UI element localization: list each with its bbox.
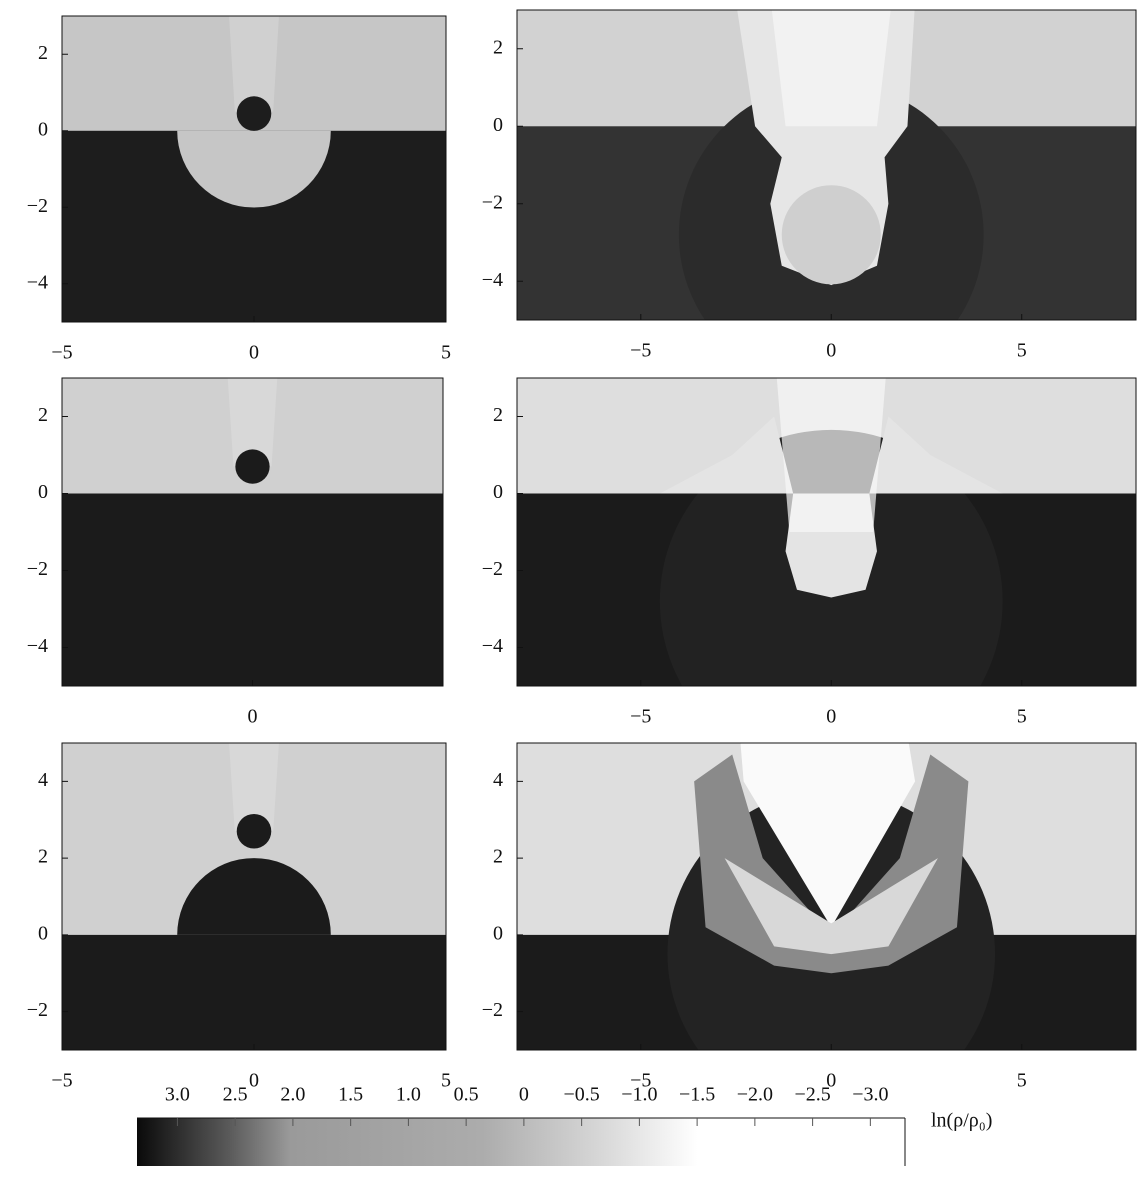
y-tick-label: 0 (493, 114, 503, 136)
y-tick-label: −2 (482, 191, 503, 213)
y-tick-label: −2 (27, 558, 48, 580)
y-tick-label: −4 (482, 635, 503, 657)
blob (237, 814, 272, 849)
x-tick-label: 5 (1017, 1070, 1027, 1092)
y-tick-label: 2 (493, 846, 503, 868)
colorbar-tick-label: 1.5 (338, 1084, 363, 1106)
y-tick-label: 0 (38, 481, 48, 503)
x-tick-label: −5 (51, 1070, 72, 1092)
colorbar-tick-label: 0 (519, 1084, 529, 1106)
colorbar-tick-label: −2.0 (737, 1084, 773, 1106)
colorbar-tick-label: −0.5 (563, 1084, 599, 1106)
field (62, 16, 446, 322)
lower-medium (62, 935, 446, 1050)
x-tick-label: −5 (51, 342, 72, 364)
y-tick-label: 0 (493, 922, 503, 944)
x-tick-label: 0 (826, 340, 836, 362)
colorbar-label: ln(ρ/ρ₀) (931, 1110, 992, 1132)
colorbar-tick-label: 2.0 (280, 1084, 305, 1106)
x-tick-label: 5 (1017, 340, 1027, 362)
y-tick-label: −2 (27, 999, 48, 1021)
y-tick-label: 2 (38, 846, 48, 868)
y-tick-label: 0 (493, 481, 503, 503)
lower-medium (62, 494, 443, 687)
field (62, 378, 443, 686)
y-tick-label: 0 (38, 118, 48, 140)
colorbar-tick-label: −2.5 (794, 1084, 830, 1106)
y-tick-label: 4 (493, 769, 503, 791)
y-tick-label: −4 (27, 271, 48, 293)
plume (772, 10, 891, 126)
y-tick-label: −4 (482, 269, 503, 291)
field (517, 735, 1136, 1118)
y-tick-label: 2 (493, 36, 503, 58)
x-tick-label: 0 (248, 706, 258, 728)
colorbar-tick-label: 3.0 (165, 1084, 190, 1106)
y-tick-label: 0 (38, 922, 48, 944)
x-tick-label: −5 (630, 340, 651, 362)
y-tick-label: 2 (493, 404, 503, 426)
y-tick-label: 2 (38, 404, 48, 426)
y-tick-label: −2 (482, 558, 503, 580)
colorbar-tick-label: −3.0 (852, 1084, 888, 1106)
colorbar (137, 1118, 905, 1166)
y-tick-label: −2 (482, 999, 503, 1021)
x-tick-label: 5 (441, 342, 451, 364)
y-tick-label: −4 (27, 635, 48, 657)
x-tick-label: −5 (630, 706, 651, 728)
x-tick-label: 5 (441, 1070, 451, 1092)
field (517, 2, 1136, 387)
x-tick-label: 0 (249, 1070, 259, 1092)
colorbar-tick-label: −1.0 (621, 1084, 657, 1106)
x-tick-label: 5 (1017, 706, 1027, 728)
blob (782, 185, 881, 284)
colorbar-tick-label: −1.5 (679, 1084, 715, 1106)
field (62, 743, 446, 1050)
page: −5 0 5 −4 −2 0 2 −5 0 5 −4 −2 0 2 0 −4 −2 0 2 −5 0 5 −4 −2 0 2 −5 0… (0, 0, 1138, 1199)
x-tick-label: 0 (826, 706, 836, 728)
plume (777, 378, 886, 532)
y-tick-label: 4 (38, 769, 48, 791)
blob (235, 449, 269, 483)
blob (237, 96, 272, 131)
y-tick-label: −2 (27, 195, 48, 217)
x-tick-label: 0 (249, 342, 259, 364)
colorbar-tick-label: 2.5 (223, 1084, 248, 1106)
colorbar-tick-label: 1.0 (396, 1084, 421, 1106)
colorbar-tick-label: 0.5 (454, 1084, 479, 1106)
y-tick-label: 2 (38, 42, 48, 64)
figure: −5 0 5 −4 −2 0 2 −5 0 5 −4 −2 0 2 0 −4 −2 0 2 −5 0 5 −4 −2 0 2 −5 0… (0, 0, 1138, 1194)
